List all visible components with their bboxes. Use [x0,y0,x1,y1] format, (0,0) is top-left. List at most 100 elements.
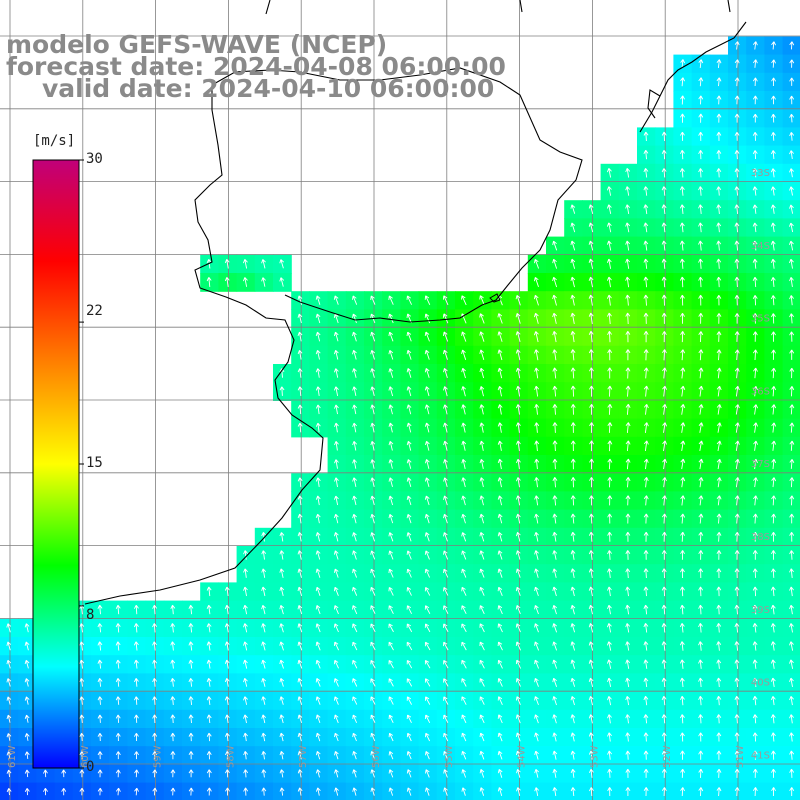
colorbar-tick-label: 22 [86,303,103,319]
wind-arrow [406,641,413,651]
wind-arrow [625,240,631,251]
wind-arrow [570,714,576,724]
wind-arrow [497,513,503,524]
wind-arrow [279,386,285,396]
wind-arrow [515,422,521,433]
wind-arrow [133,678,139,687]
wind-arrow [661,222,667,233]
wind-arrow [643,641,649,651]
wind-arrow [625,604,631,615]
wind-arrow [734,150,740,160]
wind-arrow [607,750,613,760]
wind-arrow [680,422,686,433]
wind-arrow [680,550,685,560]
wind-arrow [770,732,776,742]
wind-arrow [388,459,394,469]
wind-arrow [661,240,667,251]
wind-arrow [734,641,740,651]
wind-arrow [370,660,376,669]
wind-arrow [570,240,576,251]
wind-arrow [406,769,412,778]
wind-arrow [315,732,321,742]
wind-arrow [134,787,140,796]
wind-arrow [752,768,758,778]
wind-arrow [570,222,576,233]
wind-arrow [461,495,467,506]
wind-arrow [370,422,376,433]
wind-arrow [589,385,594,397]
wind-arrow [716,458,722,470]
wind-arrow [24,788,30,796]
wind-arrow [716,604,722,615]
wind-arrow [279,732,285,742]
wind-arrow [643,732,649,742]
wind-arrow [752,41,758,50]
wind-arrow [279,750,285,760]
wind-arrow [643,186,649,196]
wind-arrow [606,659,612,669]
wind-arrow [789,132,795,141]
wind-arrow [625,768,631,778]
wind-arrow [662,458,668,470]
wind-arrow [643,714,649,724]
wind-arrow [279,568,285,578]
wind-arrow [97,641,103,651]
wind-arrow [352,659,358,669]
wind-arrow [188,641,194,651]
lat-label: 34S [751,241,770,252]
wind-arrow [679,641,685,651]
wind-arrow [753,477,758,488]
wind-arrow [279,277,285,287]
wind-arrow [788,222,794,233]
wind-arrow [461,732,467,742]
wind-arrow [606,204,612,214]
wind-arrow [625,787,631,796]
wind-arrow [771,313,776,324]
wind-arrow [134,732,139,742]
wind-arrow [661,131,667,142]
wind-arrow [334,459,339,469]
wind-arrow [534,750,539,760]
wind-arrow [424,513,430,524]
wind-arrow [770,696,776,706]
wind-arrow [662,385,668,397]
wind-arrow [625,258,631,269]
wind-arrow [461,331,467,342]
wind-arrow [534,422,540,433]
wind-arrow [497,532,503,542]
wind-arrow [534,696,539,706]
wind-arrow [479,678,485,687]
wind-arrow [479,349,485,361]
wind-arrow [734,750,740,760]
wind-arrow [79,732,85,742]
wind-arrow [752,222,758,233]
wind-arrow [534,641,540,651]
wind-arrow [752,258,758,269]
wind-arrow [588,204,594,215]
wind-arrow [625,294,631,306]
wind-arrow [534,385,540,397]
wind-arrow [297,568,303,578]
wind-arrow [589,367,594,379]
wind-arrow [315,550,321,560]
wind-arrow [6,714,12,723]
wind-arrow [406,787,412,796]
wind-arrow [225,769,230,778]
wind-arrow [789,477,795,488]
wind-arrow [570,367,576,379]
wind-arrow [588,659,594,669]
wind-arrow [607,677,612,687]
wind-arrow [188,732,194,742]
wind-arrow [607,531,613,542]
wind-arrow [243,732,248,742]
wind-arrow [370,714,376,723]
wind-arrow [661,768,667,778]
wind-arrow [497,787,503,797]
wind-arrow [716,276,722,288]
wind-arrow [607,586,612,597]
wind-arrow [698,349,704,361]
wind-arrow [770,714,776,724]
wind-arrow [315,605,321,615]
wind-arrow [752,204,758,214]
wind-arrow [698,240,703,251]
